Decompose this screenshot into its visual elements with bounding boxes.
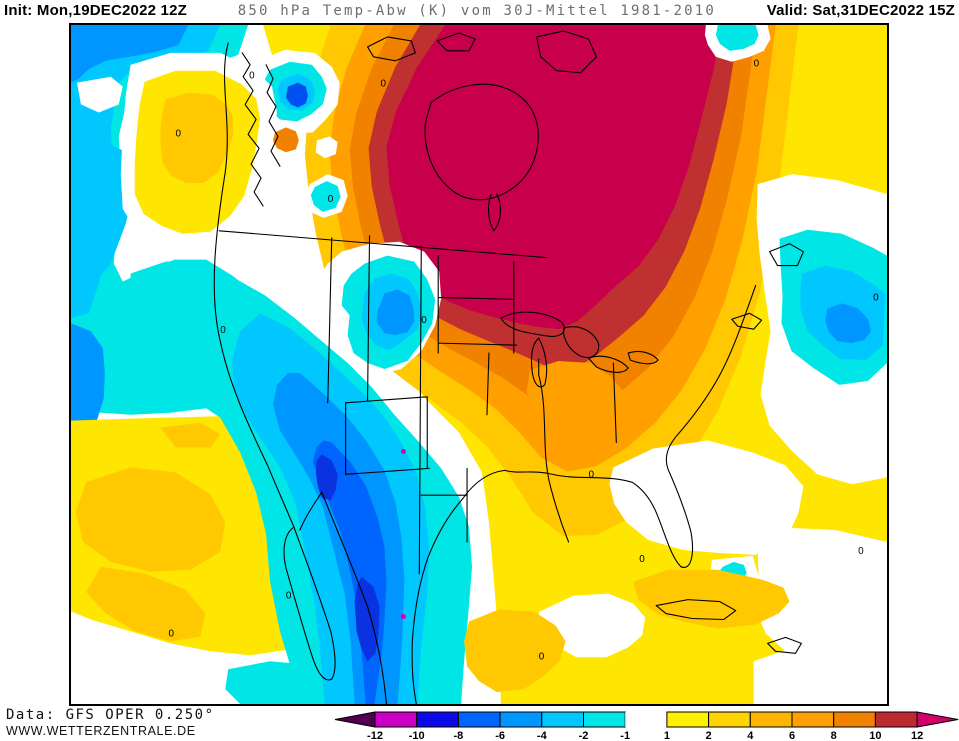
legend-box bbox=[833, 711, 876, 728]
zero-contour-label: 0 bbox=[639, 554, 645, 565]
zero-contour-labels: 0 0 0 0 0 0 0 0 0 0 0 0 0 0 bbox=[169, 59, 880, 663]
legend-tick-label: -8 bbox=[454, 730, 464, 741]
legend: -12 -10 -8 -6 -4 -2 -1 1 2 4 6 8 10 12 bbox=[334, 711, 959, 741]
legend-tick-label: 1 bbox=[664, 730, 670, 741]
init-label: Init: bbox=[4, 2, 33, 19]
init-datetime: Init: Mon,19DEC2022 12Z bbox=[4, 2, 188, 19]
nova-scotia bbox=[731, 312, 763, 330]
legend-tick-label: -12 bbox=[367, 730, 383, 741]
warm-ring bbox=[386, 25, 723, 330]
legend-box bbox=[708, 711, 751, 728]
zero-contour-label: 0 bbox=[169, 628, 175, 639]
legend-box bbox=[749, 711, 793, 728]
legend-box bbox=[874, 711, 918, 728]
legend-overflow-arrow bbox=[916, 711, 959, 728]
anomaly-map: 0 0 0 0 0 0 0 0 0 0 0 0 0 0 bbox=[71, 25, 887, 704]
valid-label: Valid: bbox=[766, 2, 808, 19]
zero-contour-label: 0 bbox=[858, 546, 864, 557]
extreme-cold-spot bbox=[400, 449, 406, 454]
zero-contour-label: 0 bbox=[754, 59, 760, 70]
legend-box bbox=[416, 711, 459, 728]
legend-box bbox=[499, 711, 543, 728]
legend-tick-label: -4 bbox=[537, 730, 548, 741]
warm-anomaly-rings bbox=[304, 25, 799, 536]
zero-contour-label: 0 bbox=[220, 325, 226, 336]
legend-box bbox=[666, 711, 710, 728]
legend-colorbar: -12 -10 -8 -6 -4 -2 -1 1 2 4 6 8 10 12 bbox=[334, 711, 959, 741]
legend-tick-label: -6 bbox=[495, 730, 505, 741]
zero-contour-label: 0 bbox=[539, 651, 545, 662]
valid-datetime: Valid: Sat,31DEC2022 15Z bbox=[766, 2, 955, 19]
us-canada-border bbox=[218, 230, 548, 259]
legend-underflow-arrow bbox=[334, 711, 376, 728]
hispaniola bbox=[767, 636, 802, 654]
zero-contour-label: 0 bbox=[588, 469, 594, 480]
legend-tick-label: 6 bbox=[789, 730, 795, 741]
zero-contour-label: 0 bbox=[873, 292, 879, 303]
coastlines-and-borders bbox=[213, 30, 804, 704]
legend-tick-label: 8 bbox=[831, 730, 837, 741]
pnw-warm-blob bbox=[120, 52, 299, 254]
mexico-west-coast bbox=[299, 491, 388, 704]
newfoundland bbox=[769, 243, 804, 267]
east-gulf-coastline bbox=[411, 284, 757, 704]
legend-tick-label: -1 bbox=[620, 730, 630, 741]
zero-contour-label: 0 bbox=[328, 194, 334, 205]
extreme-cold-spot bbox=[400, 614, 406, 620]
data-source: Data: GFS OPER 0.250° bbox=[6, 707, 215, 723]
map-frame: 0 0 0 0 0 0 0 0 0 0 0 0 0 0 bbox=[69, 23, 889, 706]
legend-tick-label: 12 bbox=[911, 730, 923, 741]
zero-contour-label: 0 bbox=[421, 315, 427, 326]
cuba bbox=[655, 599, 737, 621]
legend-tick-label: -10 bbox=[409, 730, 425, 741]
legend-tick-label: -2 bbox=[579, 730, 589, 741]
cold-trough-region bbox=[128, 261, 473, 704]
pacific-coastline bbox=[213, 42, 295, 528]
legend-tick-label: 4 bbox=[747, 730, 754, 741]
title-bar: Init: Mon,19DEC2022 12Z 850 hPa Temp-Abw… bbox=[0, 2, 959, 24]
legend-box bbox=[457, 711, 501, 728]
legend-box bbox=[541, 711, 585, 728]
state-borders bbox=[327, 235, 617, 575]
zero-contour-label: 0 bbox=[286, 591, 292, 602]
legend-box bbox=[625, 712, 667, 727]
zero-contour-label: 0 bbox=[380, 79, 386, 90]
atlantic-region bbox=[464, 174, 887, 704]
legend-box bbox=[791, 711, 835, 728]
great-lakes bbox=[500, 311, 659, 388]
legend-tick-label: 2 bbox=[706, 730, 712, 741]
legend-tick-label: 10 bbox=[869, 730, 881, 741]
hudson-bay bbox=[424, 83, 539, 232]
arctic-islands bbox=[366, 30, 597, 74]
zero-contour-label: 0 bbox=[249, 71, 255, 82]
legend-box bbox=[583, 711, 626, 728]
website-credit: WWW.WETTERZENTRALE.DE bbox=[6, 724, 196, 738]
mountain-ridges bbox=[241, 52, 281, 207]
legend-box bbox=[374, 711, 418, 728]
zero-contour-label: 0 bbox=[175, 128, 181, 139]
baja-peninsula bbox=[283, 526, 336, 681]
map-subject: 850 hPa Temp-Abw (K) vom 30J-Mittel 1981… bbox=[237, 3, 717, 19]
